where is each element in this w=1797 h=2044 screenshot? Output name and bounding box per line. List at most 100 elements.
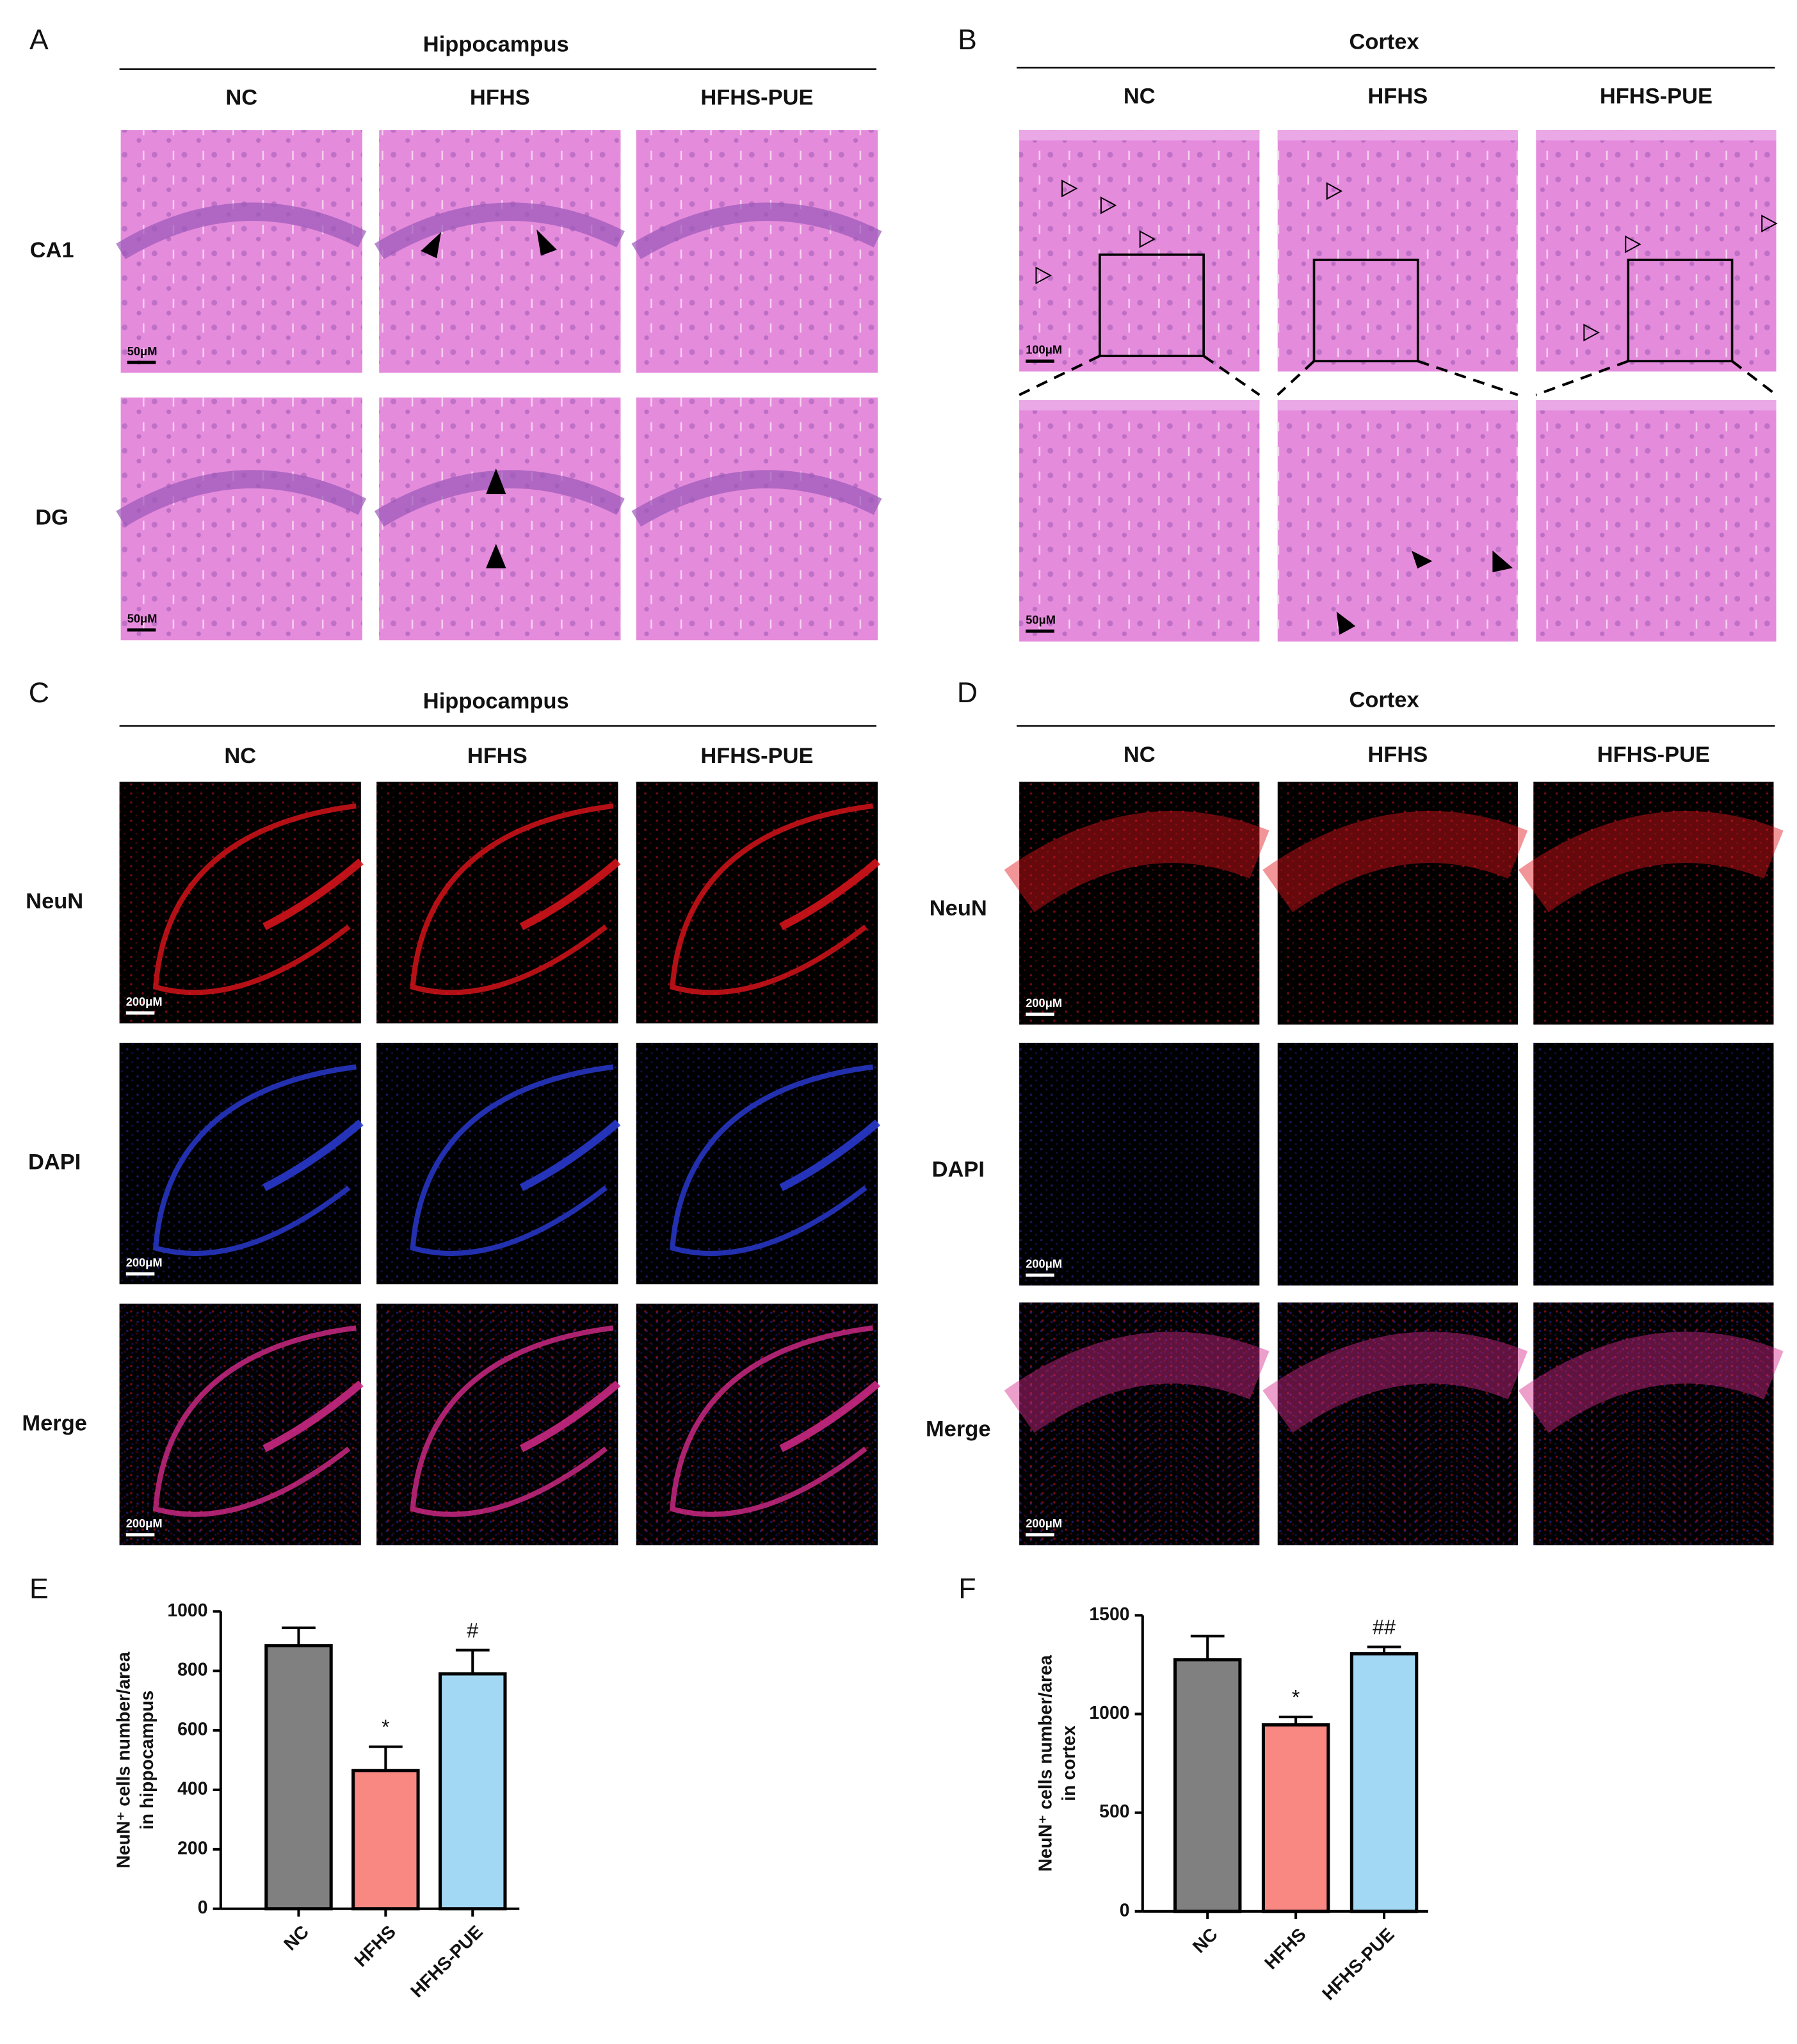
micrograph [631, 397, 882, 641]
y-tick-label: 0 [198, 1897, 208, 1918]
bar [351, 1769, 420, 1911]
panel-label: F [958, 1573, 976, 1605]
neun-signal [1277, 782, 1518, 1025]
ca-layer [410, 1064, 614, 1257]
panel-title: Cortex [1349, 688, 1419, 712]
dg-layer [262, 858, 364, 931]
neun-signal [636, 782, 878, 1024]
micrograph [1004, 1302, 1269, 1545]
arrowhead [1761, 214, 1778, 233]
micrograph [1277, 1042, 1518, 1286]
ca-layer [410, 1325, 614, 1517]
micrograph [1536, 400, 1777, 642]
tissue-texture [1277, 400, 1518, 642]
bar [264, 1644, 333, 1911]
micrograph [636, 782, 880, 1024]
tissue-texture [379, 397, 621, 641]
column-header: HFHS-PUE [1597, 743, 1710, 767]
micrograph [1019, 1042, 1260, 1286]
y-axis-label-line: in hippocampus [137, 1691, 157, 1830]
micrograph [636, 1042, 880, 1285]
column-header: HFHS [1367, 84, 1428, 109]
x-tick-label: NC [280, 1922, 313, 1955]
column-header: HFHS-PUE [1600, 84, 1712, 109]
tissue-texture [120, 397, 362, 641]
panel-label: A [29, 24, 49, 56]
dg-layer [779, 1119, 880, 1191]
column-header: NC [225, 86, 257, 110]
micrograph [374, 130, 625, 373]
scale-bar-label: 50μM [127, 344, 157, 358]
cell-layer [116, 470, 367, 527]
panel-label: B [958, 24, 977, 56]
zoom-box [1627, 259, 1734, 362]
zoom-line [1277, 360, 1315, 396]
arrowhead [1583, 323, 1600, 342]
scale-bar-label: 200μM [126, 1517, 163, 1530]
neun-signal [1533, 1302, 1774, 1545]
panel-title: Cortex [1349, 29, 1419, 54]
pia [1019, 400, 1260, 411]
scale-bar-label: 100μM [1026, 343, 1062, 357]
scale-bar-label: 200μM [126, 995, 163, 1008]
tissue-texture [1277, 130, 1518, 372]
ca-layer [670, 803, 874, 995]
dapi-signal [1533, 1042, 1774, 1286]
cell-layer [374, 202, 625, 259]
micrograph [1262, 1302, 1528, 1545]
tissue-texture [1536, 400, 1777, 642]
significance-mark: * [382, 1716, 390, 1739]
column-header: NC [224, 744, 256, 768]
ca-layer [670, 1064, 874, 1257]
micrograph [1518, 1302, 1784, 1545]
pia [1019, 130, 1260, 141]
arrowhead [486, 468, 506, 495]
neun-signal [1277, 1302, 1518, 1545]
pia [1277, 130, 1518, 141]
zoom-line [1202, 355, 1261, 396]
panel-label: E [29, 1573, 49, 1605]
x-tick-label: HFHS [1261, 1924, 1310, 1974]
cortex-layer [1518, 1332, 1784, 1433]
tissue-texture [1019, 400, 1260, 642]
column-header: HFHS [467, 744, 528, 768]
x-tick-label: HFHS-PUE [407, 1922, 487, 2002]
column-header: NC [1124, 84, 1156, 109]
micrograph [631, 130, 882, 373]
micrograph [119, 1303, 364, 1545]
micrograph [1019, 130, 1260, 372]
x-tick-label: NC [1189, 1924, 1222, 1958]
y-axis-label: NeuN⁺ cells number/area in hippocampus [113, 1652, 157, 1868]
neun-signal [1533, 782, 1774, 1025]
arrowhead [1492, 551, 1513, 572]
column-header: HFHS [470, 86, 530, 110]
micrograph [116, 397, 367, 641]
row-label: Merge [22, 1411, 87, 1435]
micrograph [1262, 782, 1528, 1025]
column-header: NC [1124, 743, 1156, 767]
dapi-signal [636, 1042, 878, 1285]
y-tick-label: 1000 [1089, 1703, 1129, 1723]
cell-layer [631, 470, 882, 527]
pia [1536, 130, 1777, 141]
cortex-layer [1518, 810, 1784, 913]
bar [1350, 1652, 1419, 1913]
scale-bar-label: 200μM [1026, 1257, 1062, 1271]
micrograph [636, 1303, 880, 1545]
arrowhead [1326, 182, 1343, 200]
micrograph [116, 130, 367, 373]
tissue-texture [636, 397, 878, 641]
y-tick-label: 200 [177, 1838, 207, 1858]
tissue-texture [1019, 130, 1260, 372]
cortex-layer [1004, 810, 1269, 913]
neun-signal [376, 782, 618, 1024]
dg-layer [519, 1119, 621, 1191]
y-axis-label-line: NeuN⁺ cells number/area [113, 1652, 134, 1868]
scale-bar-label: 50μM [127, 612, 157, 625]
column-header: HFHS-PUE [700, 86, 813, 110]
dapi-signal [119, 1042, 361, 1285]
micrograph [1277, 400, 1518, 642]
row-label: Merge [926, 1417, 991, 1441]
